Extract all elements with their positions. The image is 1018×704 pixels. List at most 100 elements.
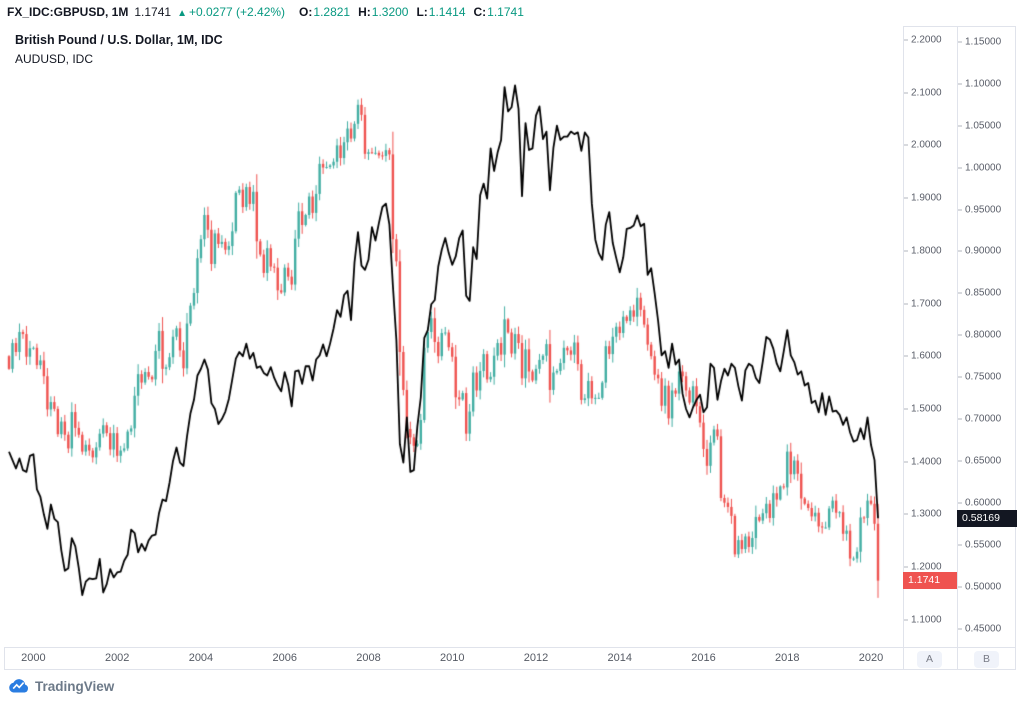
high-value: 1.3200: [371, 5, 409, 19]
price-tick-label: 1.8000: [911, 245, 942, 257]
symbol-info-bar: FX_IDC:GBPUSD, 1M 1.1741 ▲ +0.0277 (+2.42…: [7, 5, 524, 22]
price-tick-label: 0.70000: [965, 413, 1002, 425]
tick-mark: [958, 83, 962, 85]
audusd-price-badge: 0.58169: [957, 509, 1017, 527]
price-tick: 1.2000: [904, 562, 942, 573]
legend-overlay-series[interactable]: AUDUSD, IDC: [15, 52, 94, 66]
tick-mark: [958, 125, 962, 127]
time-tick-label: 2014: [607, 652, 632, 664]
time-tick-label: 2008: [356, 652, 381, 664]
price-tick: 1.3000: [904, 509, 942, 520]
change-text: +0.0277 (+2.42%): [188, 5, 286, 19]
price-tick: 0.55000: [958, 539, 1001, 550]
price-tick: 1.5000: [904, 403, 942, 414]
time-tick-label: 2010: [439, 652, 465, 664]
price-tick: 2.1000: [904, 87, 942, 98]
price-tick-label: 1.10000: [965, 78, 1002, 90]
tick-mark: [958, 544, 962, 546]
price-tick-label: 1.2000: [911, 561, 942, 573]
price-axis-gbpusd[interactable]: 2.2000 2.1000 2.0000 1.9000 1.8000 1.7000 1.60…: [904, 26, 956, 647]
scale-mode-button-a[interactable]: A: [917, 651, 942, 668]
tick-mark: [958, 250, 962, 252]
tick-mark: [958, 376, 962, 378]
price-tick-label: 1.00000: [965, 162, 1002, 174]
tick-mark: [904, 355, 908, 357]
price-axis-audusd[interactable]: 1.15000 1.10000 1.05000 1.00000 0.95000 0.900…: [958, 26, 1017, 647]
ohlc-readout: O: 1.2821 H: 1.3200 L: 1.1414 C: 1.1741: [291, 5, 524, 19]
price-tick-label: 1.1000: [911, 614, 942, 626]
tick-mark: [904, 250, 908, 252]
price-tick-label: 2.0000: [911, 139, 942, 151]
high-label: H:: [358, 5, 371, 19]
price-tick: 0.70000: [958, 414, 1001, 425]
price-tick: 1.15000: [958, 36, 1001, 47]
price-tick: 1.1000: [904, 614, 942, 625]
time-axis-separator: [4, 647, 1016, 648]
legend-main-series[interactable]: British Pound / U.S. Dollar, 1M, IDC: [15, 33, 223, 47]
price-tick: 0.75000: [958, 372, 1001, 383]
tick-mark: [904, 513, 908, 515]
price-scale-separator-left: [903, 26, 904, 670]
time-tick-label: 2016: [691, 652, 716, 664]
tradingview-logo[interactable]: TradingView: [8, 678, 114, 694]
chart-legend: British Pound / U.S. Dollar, 1M, IDC AUD…: [15, 33, 223, 66]
price-tick: 1.7000: [904, 298, 942, 309]
price-tick-label: 0.65000: [965, 455, 1002, 467]
tick-mark: [958, 41, 962, 43]
price-tick-label: 2.2000: [911, 34, 942, 46]
tick-mark: [904, 566, 908, 568]
price-tick: 0.95000: [958, 204, 1001, 215]
tradingview-cloud-icon: [9, 679, 28, 693]
tick-mark: [958, 628, 962, 630]
open-label: O:: [299, 5, 313, 19]
price-tick-label: 1.3000: [911, 508, 942, 520]
price-tick: 1.6000: [904, 351, 942, 362]
close-label: C:: [473, 5, 487, 19]
tradingview-logo-text: TradingView: [35, 678, 115, 694]
price-tick: 1.9000: [904, 193, 942, 204]
footer: TradingView: [8, 678, 114, 694]
chart-plot[interactable]: [4, 26, 903, 647]
price-tick-label: 0.85000: [965, 287, 1002, 299]
time-tick-label: 2020: [858, 652, 884, 664]
time-tick-label: 2002: [104, 652, 130, 664]
tick-mark: [904, 303, 908, 304]
gbpusd-price-badge: 1.1741: [903, 572, 957, 590]
price-tick-label: 1.9000: [911, 192, 942, 204]
price-tick: 0.60000: [958, 497, 1001, 508]
price-tick-label: 0.75000: [965, 371, 1002, 383]
close-value: 1.1741: [487, 5, 524, 19]
tick-mark: [958, 334, 962, 336]
price-tick: 1.8000: [904, 245, 942, 256]
price-tick-label: 0.50000: [965, 581, 1002, 593]
tick-mark: [904, 619, 908, 621]
tick-mark: [904, 39, 908, 41]
tick-mark: [904, 144, 908, 146]
price-tick-label: 0.55000: [965, 539, 1002, 551]
price-tick-label: 1.7000: [911, 298, 942, 309]
up-arrow-icon: ▲: [177, 8, 187, 19]
price-tick: 0.85000: [958, 288, 1001, 299]
tick-mark: [958, 292, 962, 294]
time-axis[interactable]: 2000 2002 2004 2006 2008 2010 2012 2014 2016 2018…: [4, 648, 903, 670]
open-value: 1.2821: [313, 5, 351, 19]
time-tick-label: 2018: [775, 652, 800, 664]
price-tick: 1.10000: [958, 78, 1001, 89]
price-tick: 0.80000: [958, 330, 1001, 341]
price-tick-label: 0.90000: [965, 245, 1002, 257]
time-tick-label: 2000: [21, 652, 46, 664]
scale-mode-button-b[interactable]: B: [974, 651, 999, 668]
price-tick-label: 0.45000: [965, 623, 1002, 635]
price-tick-label: 0.60000: [965, 497, 1002, 509]
symbol-title[interactable]: FX_IDC:GBPUSD, 1M: [7, 5, 129, 19]
tick-mark: [958, 418, 962, 420]
price-tick: 1.05000: [958, 120, 1001, 131]
price-tick: 1.00000: [958, 162, 1001, 173]
low-label: L:: [416, 5, 428, 19]
price-tick-label: 1.05000: [965, 120, 1002, 132]
tick-mark: [958, 502, 962, 504]
price-tick: 0.45000: [958, 623, 1001, 634]
price-tick: 1.4000: [904, 456, 942, 467]
price-tick: 2.2000: [904, 35, 942, 46]
